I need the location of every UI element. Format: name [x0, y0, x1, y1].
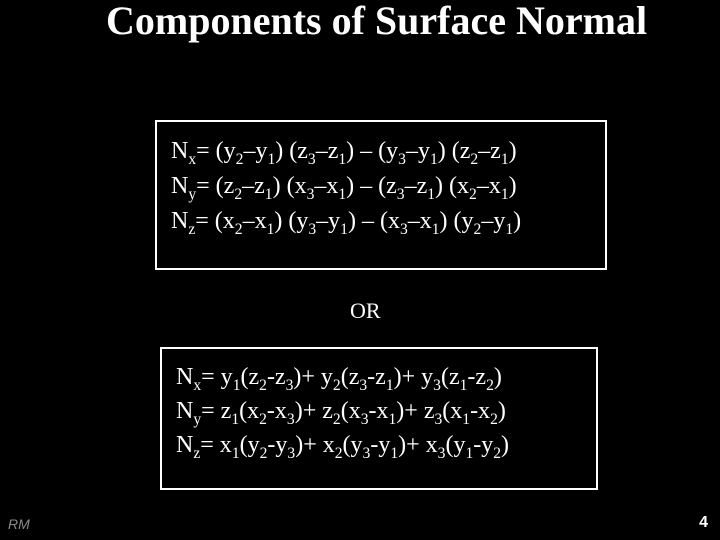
equation-box-2: Nx = y1(z2-z3)+ y2(z3-z1)+ y3(z1-z2) Ny …: [160, 347, 598, 490]
or-label: OR: [350, 298, 381, 324]
equation-lhs: Ny: [176, 398, 201, 425]
equation-lhs: Nz: [171, 208, 195, 235]
equation-row: Nx = y1(z2-z3)+ y2(z3-z1)+ y3(z1-z2): [176, 364, 582, 391]
equation-row: Nx = (y2–y1) (z3–z1) – (y3–y1) (z2–z1): [171, 138, 591, 165]
equation-box-1: Nx = (y2–y1) (z3–z1) – (y3–y1) (z2–z1) N…: [155, 120, 607, 270]
equation-rhs: = (y2–y1) (z3–z1) – (y3–y1) (z2–z1): [196, 138, 516, 165]
equation-rhs: = z1(x2-x3)+ z2(x3-x1)+ z3(x1-x2): [201, 398, 506, 425]
equation-rhs: = x1(y2-y3)+ x2(y3-y1)+ x3(y1-y2): [200, 432, 509, 459]
equation-row: Nz = (x2–x1) (y3–y1) – (x3–x1) (y2–y1): [171, 208, 591, 235]
equation-row: Ny = (z2–z1) (x3–x1) – (z3–z1) (x2–x1): [171, 173, 591, 200]
equation-rhs: = (z2–z1) (x3–x1) – (z3–z1) (x2–x1): [196, 173, 516, 200]
equation-lhs: Nx: [171, 138, 196, 165]
equation-rhs: = (x2–x1) (y3–y1) – (x3–x1) (y2–y1): [195, 208, 521, 235]
equation-lhs: Nz: [176, 432, 200, 459]
equation-lhs: Nx: [176, 364, 201, 391]
equation-rhs: = y1(z2-z3)+ y2(z3-z1)+ y3(z1-z2): [201, 364, 502, 391]
equation-lhs: Ny: [171, 173, 196, 200]
equation-row: Ny = z1(x2-x3)+ z2(x3-x1)+ z3(x1-x2): [176, 398, 582, 425]
slide: Components of Surface Normal Nx = (y2–y1…: [0, 0, 720, 540]
footer-author: RM: [8, 516, 30, 532]
page-number: 4: [699, 514, 708, 532]
page-title: Components of Surface Normal: [106, 0, 686, 42]
equation-row: Nz = x1(y2-y3)+ x2(y3-y1)+ x3(y1-y2): [176, 432, 582, 459]
